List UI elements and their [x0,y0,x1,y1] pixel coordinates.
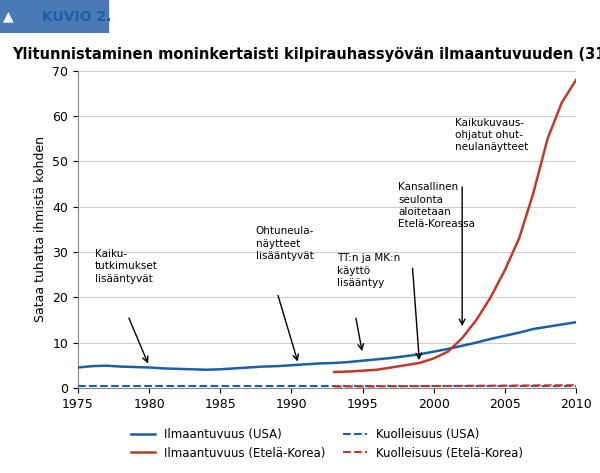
Legend: Ilmaantuvuus (USA), Ilmaantuvuus (Etelä-Korea), Kuolleisuus (USA), Kuolleisuus (: Ilmaantuvuus (USA), Ilmaantuvuus (Etelä-… [126,423,528,464]
Text: KUVIO 2.: KUVIO 2. [42,9,112,24]
Bar [0,0,108,33]
Y-axis label: Sataa tuhatta ihmistä kohden: Sataa tuhatta ihmistä kohden [34,136,47,323]
Text: Ohtuneula-
näytteet
lisääntyvät: Ohtuneula- näytteet lisääntyvät [256,226,314,261]
Text: Ylitunnistaminen moninkertaisti kilpirauhassyövän ilmaantuvuuden (31,32): Ylitunnistaminen moninkertaisti kilpirau… [12,47,600,62]
Text: Kaiku-
tutkimukset
lisääntyvät: Kaiku- tutkimukset lisääntyvät [95,249,158,284]
Text: ▲: ▲ [3,9,14,24]
Text: Kansallinen
seulonta
aloitetaan
Etelä-Koreassa: Kansallinen seulonta aloitetaan Etelä-Ko… [398,182,475,229]
Text: Kaikukuvaus-
ohjatut ohut-
neulanäytteet: Kaikukuvaus- ohjatut ohut- neulanäytteet [455,118,529,152]
Text: TT:n ja MK:n
käyttö
lisääntyy: TT:n ja MK:n käyttö lisääntyy [337,254,400,288]
